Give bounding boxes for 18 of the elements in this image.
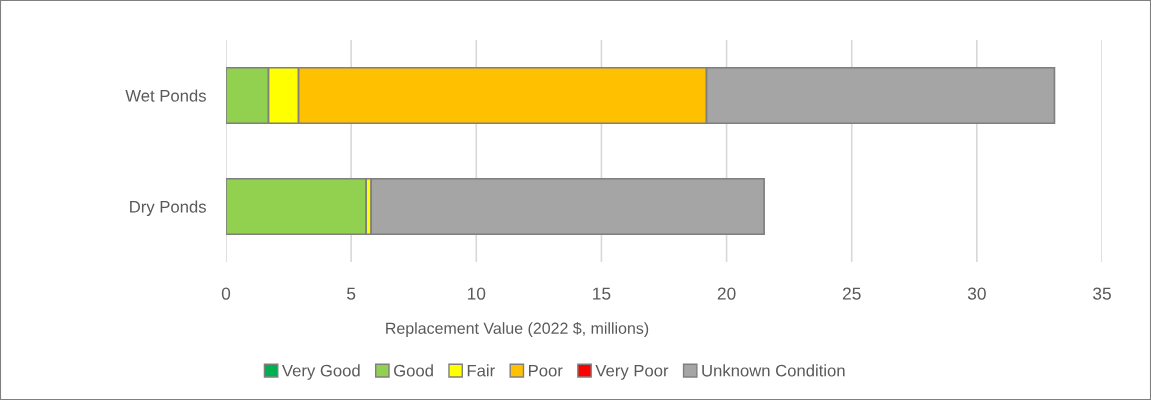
x-tick-label: 20 <box>717 287 736 300</box>
x-tick-label: 30 <box>967 287 986 300</box>
y-tick-label: Dry Ponds <box>130 200 206 216</box>
legend-label: Good <box>394 364 433 377</box>
legend-label: Very Good <box>282 364 360 380</box>
x-tick-label: 15 <box>593 287 611 300</box>
bar <box>226 177 367 236</box>
x-axis-title: Replacement Value (2022 $, millions) <box>386 321 649 338</box>
x-tick-label: 5 <box>347 287 356 300</box>
y-tick-label: Wet Ponds <box>125 89 206 102</box>
legend-label: Fair <box>467 364 495 377</box>
x-tick-label: 25 <box>842 287 861 300</box>
x-tick-label: 10 <box>467 287 486 300</box>
x-tick-label: 0 <box>221 287 231 300</box>
legend-label: Poor <box>529 364 563 377</box>
legend-label: Unknown Condition <box>702 364 845 377</box>
x-tick-label: 35 <box>1093 287 1111 300</box>
legend-label: Very Poor <box>595 364 669 380</box>
